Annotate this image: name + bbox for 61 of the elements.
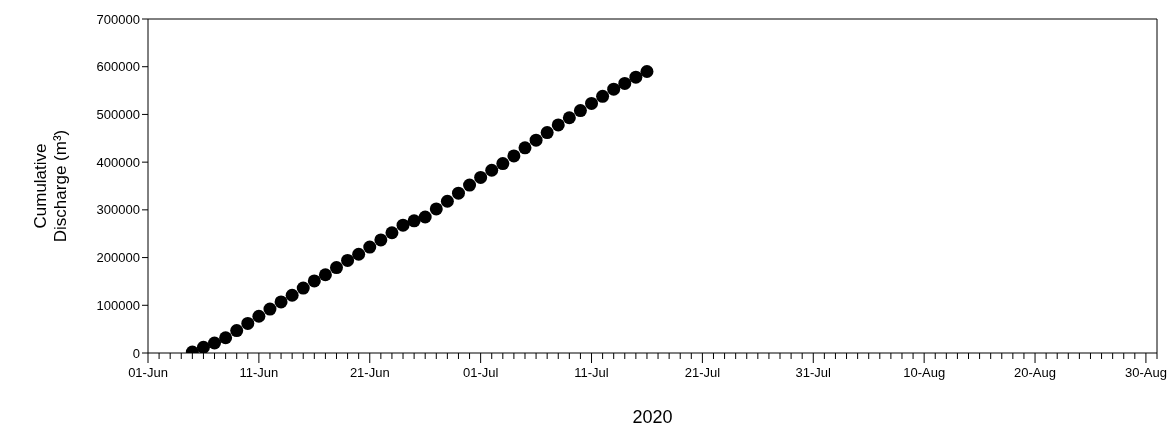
- x-tick-label: 01-Jun: [128, 365, 168, 380]
- point: [573, 104, 587, 118]
- x-axis-title: 2020: [632, 407, 673, 427]
- point: [451, 186, 465, 200]
- point: [296, 281, 310, 295]
- y-tick-label: 300000: [96, 202, 140, 218]
- point: [285, 288, 299, 302]
- point: [529, 133, 543, 147]
- y-tick-label: 600000: [96, 59, 140, 75]
- point: [585, 96, 599, 110]
- point: [363, 240, 377, 254]
- point: [629, 70, 643, 84]
- y-axis-title: Cumulative Discharge (m³): [31, 129, 70, 243]
- y-tick-label: 500000: [96, 107, 140, 123]
- point: [208, 336, 222, 350]
- x-tick-label: 21-Jun: [349, 365, 390, 380]
- point: [396, 218, 410, 232]
- x-tick-label: 11-Jun: [239, 365, 279, 380]
- point: [485, 163, 499, 177]
- point: [518, 141, 532, 155]
- point: [385, 226, 399, 240]
- point: [219, 331, 233, 345]
- x-tick-label: 20-Aug: [1014, 365, 1056, 380]
- point: [407, 214, 421, 228]
- point: [429, 202, 443, 216]
- point: [440, 194, 454, 208]
- point: [274, 295, 288, 309]
- point: [496, 157, 510, 171]
- point: [318, 268, 332, 282]
- point: [418, 210, 432, 224]
- y-tick-label: 0: [132, 345, 140, 361]
- point: [230, 324, 244, 338]
- x-tick-label: 01-Jul: [462, 365, 499, 380]
- point: [196, 340, 210, 353]
- y-tick-label: 200000: [96, 250, 140, 266]
- x-tick-label: 21-Jul: [684, 365, 721, 380]
- point: [341, 253, 355, 267]
- y-tick-label: 700000: [96, 11, 140, 27]
- point: [263, 302, 277, 316]
- point: [540, 126, 554, 140]
- point: [474, 170, 488, 184]
- y-tick-label: 100000: [96, 297, 140, 313]
- point: [330, 261, 343, 275]
- point: [640, 64, 654, 78]
- x-tick-label: 11-Jul: [574, 365, 609, 380]
- point: [507, 149, 521, 163]
- point: [352, 247, 366, 261]
- y-tick-label: 400000: [96, 154, 140, 170]
- point: [241, 316, 255, 330]
- point: [463, 178, 477, 192]
- point: [562, 111, 576, 125]
- point: [551, 118, 565, 132]
- point: [607, 82, 621, 96]
- point: [307, 274, 321, 288]
- x-tick-label: 30-Aug: [1124, 365, 1167, 380]
- x-tick-label: 31-Jul: [795, 365, 832, 380]
- x-tick-label: 10-Aug: [903, 365, 946, 380]
- point: [252, 309, 266, 323]
- point: [596, 89, 610, 103]
- point: [374, 233, 388, 247]
- point: [618, 76, 632, 90]
